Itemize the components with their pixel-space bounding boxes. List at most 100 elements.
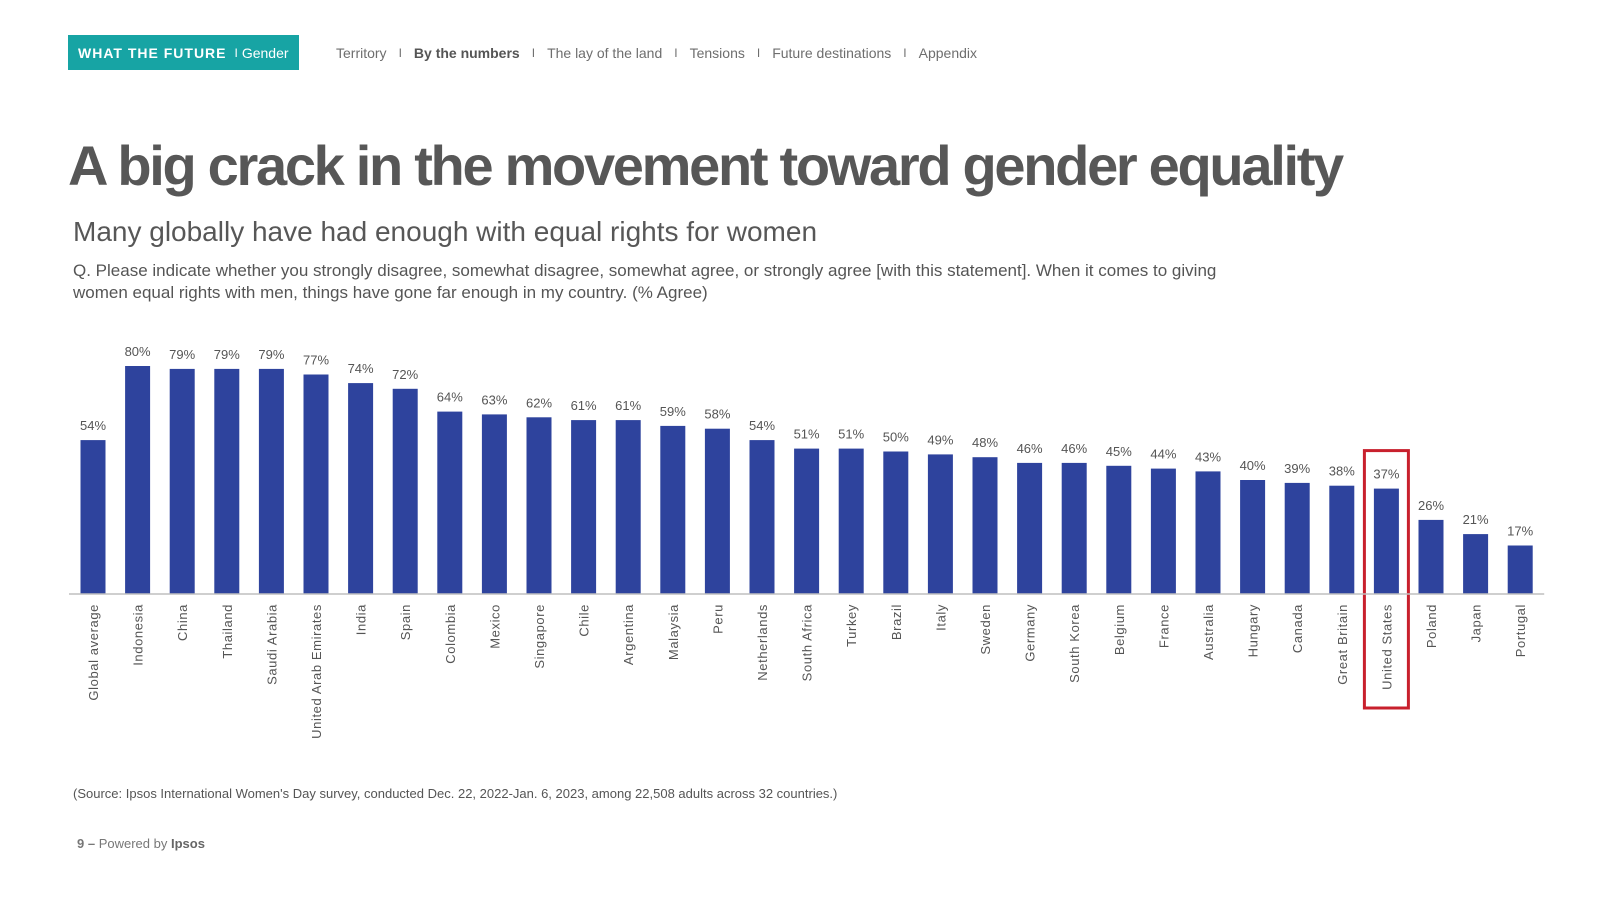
category-label-poland: Poland (1424, 604, 1439, 648)
value-label-japan: 21% (1463, 512, 1489, 527)
category-label-united-states: United States (1379, 604, 1394, 690)
category-label-australia: Australia (1201, 604, 1216, 660)
bar-thailand (214, 368, 240, 595)
bar-sweden (972, 457, 998, 594)
bar-australia (1195, 471, 1221, 594)
category-label-indonesia: Indonesia (131, 604, 146, 666)
powered-by-label: Powered by (98, 836, 168, 851)
value-label-argentina: 61% (615, 398, 641, 413)
value-label-brazil: 50% (883, 430, 909, 445)
category-label-mexico: Mexico (487, 604, 502, 649)
nav-separator: I (674, 45, 678, 60)
bar-singapore (526, 417, 552, 594)
value-label-mexico: 63% (481, 392, 507, 407)
category-label-global-average: Global average (86, 604, 101, 701)
bar-hungary (1240, 480, 1266, 594)
brand-banner[interactable]: WHAT THE FUTURE I Gender (68, 35, 299, 70)
value-label-singapore: 62% (526, 395, 552, 410)
value-label-france: 44% (1150, 447, 1176, 462)
category-label-germany: Germany (1023, 604, 1038, 662)
brand-section-label: Gender (241, 44, 289, 61)
brand-separator: I (234, 45, 238, 60)
category-label-turkey: Turkey (844, 604, 859, 647)
value-label-sweden: 48% (972, 435, 998, 450)
bar-netherlands (749, 440, 775, 594)
page-subtitle: Many globally have had enough with equal… (73, 216, 818, 247)
category-label-spain: Spain (398, 604, 413, 640)
value-label-great-britain: 38% (1329, 464, 1355, 479)
category-label-south-africa: South Africa (800, 604, 815, 681)
highlight-box-united-states (1362, 449, 1410, 710)
value-label-hungary: 40% (1240, 458, 1266, 473)
bar-chile (571, 420, 597, 594)
value-label-germany: 46% (1017, 441, 1043, 456)
value-label-indonesia: 80% (125, 344, 151, 359)
bar-malaysia (660, 425, 686, 595)
category-label-chile: Chile (577, 604, 592, 637)
value-label-turkey: 51% (838, 427, 864, 442)
value-label-global-average: 54% (80, 418, 106, 433)
value-label-chile: 61% (571, 398, 597, 413)
footer-brand: Ipsos (170, 836, 205, 851)
value-label-saudi-arabia: 79% (258, 347, 284, 362)
bar-belgium (1106, 465, 1132, 595)
value-label-italy: 49% (927, 432, 953, 447)
nav-separator: I (398, 45, 402, 60)
category-label-great-britain: Great Britain (1335, 604, 1350, 685)
bar-japan (1463, 534, 1489, 594)
bar-turkey (838, 448, 864, 594)
section-nav: Territory I By the numbers I The lay of … (336, 35, 977, 70)
value-label-poland: 26% (1418, 498, 1444, 513)
page-title: A big crack in the movement toward gende… (68, 134, 1344, 197)
value-label-south-korea: 46% (1061, 441, 1087, 456)
value-label-south-africa: 51% (794, 427, 820, 442)
bar-united-states (1373, 488, 1399, 595)
bar-united-arab-emirates (303, 374, 329, 594)
bar-mexico (481, 414, 507, 594)
category-label-colombia: Colombia (443, 604, 458, 664)
bar-colombia (437, 411, 463, 594)
value-label-portugal: 17% (1507, 524, 1533, 539)
bar-global-average (80, 440, 106, 594)
nav-item-territory[interactable]: Territory (336, 44, 387, 61)
bar-indonesia (125, 366, 151, 594)
value-label-colombia: 64% (437, 390, 463, 405)
bar-india (348, 383, 374, 594)
nav-item-future-destinations[interactable]: Future destinations (772, 44, 892, 61)
category-label-united-arab-emirates: United Arab Emirates (309, 604, 324, 739)
value-label-united-arab-emirates: 77% (303, 353, 329, 368)
bar-canada (1284, 482, 1310, 595)
category-label-peru: Peru (710, 604, 725, 634)
value-label-india: 74% (348, 361, 374, 376)
bar-south-korea (1061, 462, 1087, 594)
bar-france (1150, 468, 1176, 594)
category-label-netherlands: Netherlands (755, 604, 770, 681)
bar-china (169, 368, 195, 595)
value-label-australia: 43% (1195, 449, 1221, 464)
category-label-india: India (354, 604, 369, 635)
bar-spain (392, 388, 418, 594)
bar-brazil (883, 451, 909, 594)
category-label-france: France (1156, 604, 1171, 648)
value-label-united-states: 37% (1373, 467, 1399, 482)
nav-item-lay-of-the-land[interactable]: The lay of the land (547, 44, 663, 61)
category-label-canada: Canada (1290, 604, 1305, 653)
nav-item-appendix[interactable]: Appendix (918, 44, 978, 61)
value-label-peru: 58% (704, 407, 730, 422)
bar-saudi-arabia (258, 368, 284, 595)
category-label-brazil: Brazil (889, 604, 904, 640)
value-label-thailand: 79% (214, 347, 240, 362)
category-label-south-korea: South Korea (1067, 604, 1082, 683)
category-label-sweden: Sweden (978, 604, 993, 655)
value-label-malaysia: 59% (660, 404, 686, 419)
nav-item-tensions[interactable]: Tensions (689, 44, 745, 61)
value-label-netherlands: 54% (749, 418, 775, 433)
survey-question: Q. Please indicate whether you strongly … (73, 261, 1217, 302)
nav-item-by-the-numbers[interactable]: By the numbers (413, 44, 520, 61)
nav-separator: I (903, 45, 907, 60)
category-label-china: China (175, 604, 190, 641)
category-label-italy: Italy (933, 604, 948, 631)
nav-separator: I (531, 45, 536, 60)
source-note: (Source: Ipsos International Women's Day… (73, 786, 838, 801)
